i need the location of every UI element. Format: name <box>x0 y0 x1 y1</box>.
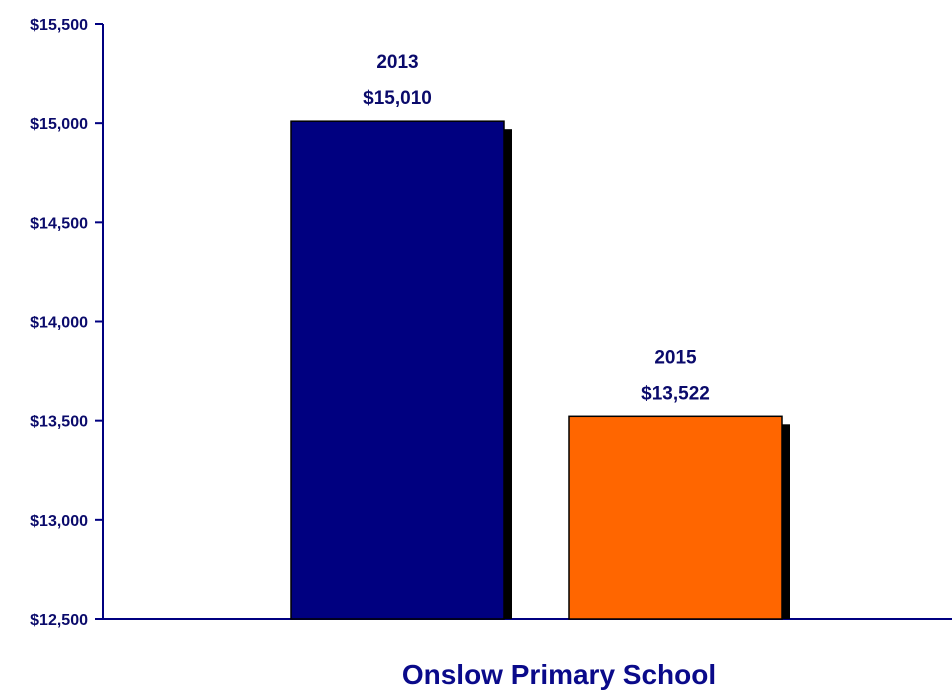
bar-2015 <box>568 415 783 620</box>
bar-year-label: 2013 <box>376 52 418 73</box>
y-tick-label: $13,500 <box>30 414 88 431</box>
bars <box>290 120 790 620</box>
y-tick-label: $13,000 <box>30 513 88 530</box>
y-tick-label: $14,000 <box>30 315 88 332</box>
bar-2013 <box>290 120 505 620</box>
bar-value-label: $13,522 <box>641 383 710 404</box>
y-tick-label: $14,500 <box>30 215 88 232</box>
bar-labels: 2013 $15,010 2015 $13,522 <box>363 52 710 404</box>
y-tick-label: $15,500 <box>30 17 88 34</box>
y-axis: $12,500 $13,000 $13,500 $14,000 $14,500 $15,0… <box>30 17 952 629</box>
bar-value-label: $15,010 <box>363 88 432 109</box>
y-tick-label: $15,000 <box>30 116 88 133</box>
bar-year-label: 2015 <box>654 347 697 368</box>
y-tick-label: $12,500 <box>30 612 88 629</box>
x-axis-category-label: Onslow Primary School <box>402 659 716 690</box>
